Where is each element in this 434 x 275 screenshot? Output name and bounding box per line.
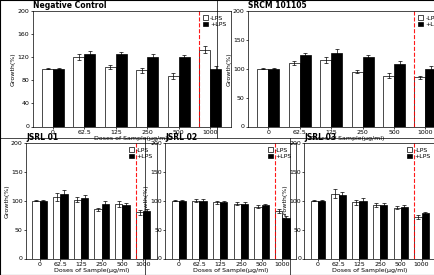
- Bar: [42, 69, 53, 126]
- Bar: [274, 211, 282, 258]
- Bar: [122, 205, 129, 258]
- Bar: [105, 67, 115, 126]
- Bar: [168, 76, 178, 126]
- Bar: [39, 201, 47, 258]
- Bar: [351, 72, 362, 126]
- Bar: [393, 208, 400, 258]
- Bar: [32, 201, 39, 258]
- Bar: [400, 207, 407, 258]
- Legend: -LPS, +LPS: -LPS, +LPS: [266, 146, 292, 160]
- Bar: [379, 205, 386, 258]
- Legend: -LPS, +LPS: -LPS, +LPS: [405, 146, 431, 160]
- Bar: [102, 204, 108, 258]
- Bar: [178, 201, 186, 258]
- Bar: [60, 194, 67, 258]
- Bar: [143, 211, 150, 258]
- Y-axis label: Growth(%): Growth(%): [282, 184, 287, 218]
- Bar: [319, 60, 330, 127]
- Text: JSRL 03: JSRL 03: [304, 133, 336, 142]
- Text: Negative Control: Negative Control: [33, 1, 106, 10]
- Text: JSRL 01: JSRL 01: [26, 133, 58, 142]
- Bar: [213, 202, 220, 258]
- Bar: [199, 50, 210, 126]
- Bar: [330, 53, 342, 126]
- Bar: [382, 76, 393, 126]
- Bar: [310, 201, 317, 258]
- Bar: [362, 57, 373, 126]
- Bar: [115, 204, 122, 258]
- Bar: [372, 205, 379, 258]
- Bar: [288, 63, 299, 126]
- Bar: [171, 201, 178, 258]
- Bar: [53, 197, 60, 258]
- Bar: [358, 201, 366, 258]
- Bar: [147, 57, 158, 126]
- X-axis label: Doses of Sample(μg/ml): Doses of Sample(μg/ml): [94, 136, 169, 141]
- Bar: [331, 194, 338, 258]
- Bar: [178, 57, 189, 126]
- Bar: [421, 213, 428, 258]
- Bar: [261, 205, 268, 258]
- Bar: [338, 195, 345, 258]
- X-axis label: Doses of Sample(μg/ml): Doses of Sample(μg/ml): [309, 136, 384, 141]
- Bar: [393, 64, 404, 126]
- Bar: [135, 212, 143, 258]
- Bar: [199, 201, 206, 258]
- Bar: [299, 56, 310, 126]
- Legend: -LPS, +LPS: -LPS, +LPS: [416, 14, 434, 28]
- Bar: [136, 70, 147, 126]
- Text: JSRL 02: JSRL 02: [165, 133, 197, 142]
- Y-axis label: Growth(%): Growth(%): [143, 184, 148, 218]
- X-axis label: Doses of Sample(μg/ml): Doses of Sample(μg/ml): [331, 268, 407, 273]
- Bar: [424, 69, 434, 126]
- Bar: [81, 198, 88, 258]
- Bar: [53, 69, 64, 126]
- Bar: [257, 69, 268, 126]
- Y-axis label: Growth(%): Growth(%): [11, 52, 16, 86]
- Bar: [84, 54, 95, 126]
- Bar: [74, 200, 81, 258]
- Bar: [115, 54, 127, 126]
- Bar: [192, 201, 199, 258]
- Bar: [210, 69, 220, 126]
- Bar: [94, 210, 102, 258]
- Y-axis label: Growth(%): Growth(%): [4, 184, 10, 218]
- Bar: [254, 207, 261, 258]
- Bar: [282, 218, 289, 258]
- Bar: [352, 202, 358, 258]
- Bar: [413, 217, 421, 258]
- Legend: -LPS, +LPS: -LPS, +LPS: [201, 14, 227, 28]
- Y-axis label: Growth(%): Growth(%): [226, 52, 231, 86]
- Bar: [220, 202, 227, 258]
- Bar: [240, 204, 247, 258]
- X-axis label: Doses of Sample(μg/ml): Doses of Sample(μg/ml): [192, 268, 268, 273]
- Bar: [414, 78, 424, 126]
- Bar: [268, 69, 279, 126]
- Bar: [73, 57, 84, 126]
- X-axis label: Doses of Sample(μg/ml): Doses of Sample(μg/ml): [53, 268, 129, 273]
- Bar: [233, 204, 240, 258]
- Bar: [317, 201, 325, 258]
- Legend: -LPS, +LPS: -LPS, +LPS: [128, 146, 153, 160]
- Text: SRCM 101105: SRCM 101105: [247, 1, 306, 10]
